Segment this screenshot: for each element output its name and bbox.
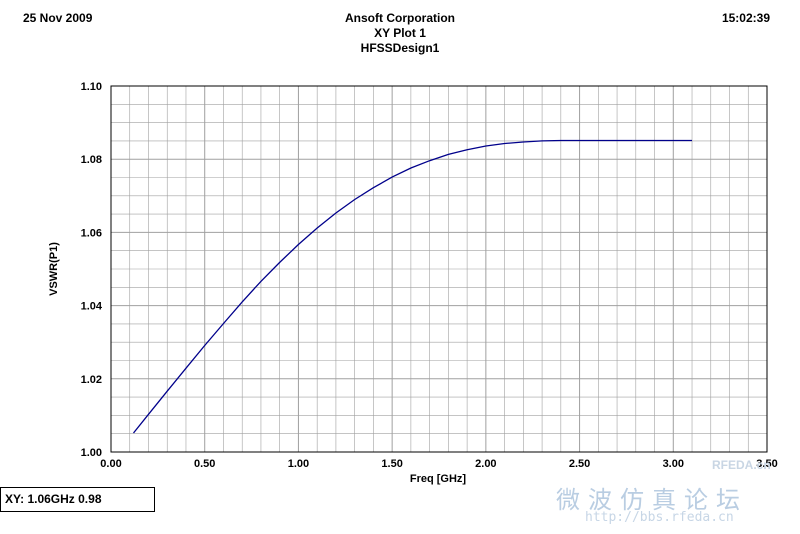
x-tick-label: 0.50 bbox=[194, 458, 215, 470]
x-tick-label: 3.00 bbox=[663, 458, 684, 470]
company-title: Ansoft Corporation bbox=[345, 11, 455, 25]
y-tick-label: 1.08 bbox=[81, 154, 102, 166]
plot-title-block: Ansoft Corporation XY Plot 1 HFSSDesign1 bbox=[0, 11, 800, 56]
plot-date: 25 Nov 2009 bbox=[23, 11, 93, 25]
y-tick-label: 1.10 bbox=[81, 81, 102, 93]
y-axis-label: VSWR(P1) bbox=[48, 242, 60, 296]
design-title: HFSSDesign1 bbox=[360, 41, 440, 55]
y-tick-label: 1.02 bbox=[81, 374, 102, 386]
y-tick-label: 1.06 bbox=[81, 227, 102, 239]
x-tick-label: 1.50 bbox=[381, 458, 402, 470]
y-axis: 1.00 1.02 1.04 1.06 1.08 1.10 bbox=[81, 81, 103, 459]
vswr-curve[interactable] bbox=[132, 139, 693, 434]
watermark-url: http://bbs.rfeda.cn bbox=[585, 510, 734, 525]
watermark-logo: RFEDA.cn bbox=[712, 458, 771, 472]
x-tick-label: 0.00 bbox=[100, 458, 121, 470]
plot-title: XY Plot 1 bbox=[374, 26, 426, 40]
x-axis: 0.00 0.50 1.00 1.50 2.00 2.50 3.00 3.50 bbox=[100, 458, 777, 470]
y-tick-label: 1.00 bbox=[81, 447, 102, 459]
cursor-readout: XY: 1.06GHz 0.98 bbox=[0, 487, 155, 512]
x-tick-label: 3.50 bbox=[756, 458, 777, 470]
watermark-chinese: 微波仿真论坛 bbox=[556, 486, 748, 514]
x-tick-label: 2.00 bbox=[475, 458, 496, 470]
x-tick-label: 2.50 bbox=[569, 458, 590, 470]
x-axis-label: Freq [GHz] bbox=[410, 473, 467, 485]
plot-frame bbox=[110, 85, 768, 453]
y-tick-label: 1.04 bbox=[81, 301, 103, 313]
plot-time: 15:02:39 bbox=[721, 11, 770, 25]
x-tick-label: 1.00 bbox=[288, 458, 309, 470]
